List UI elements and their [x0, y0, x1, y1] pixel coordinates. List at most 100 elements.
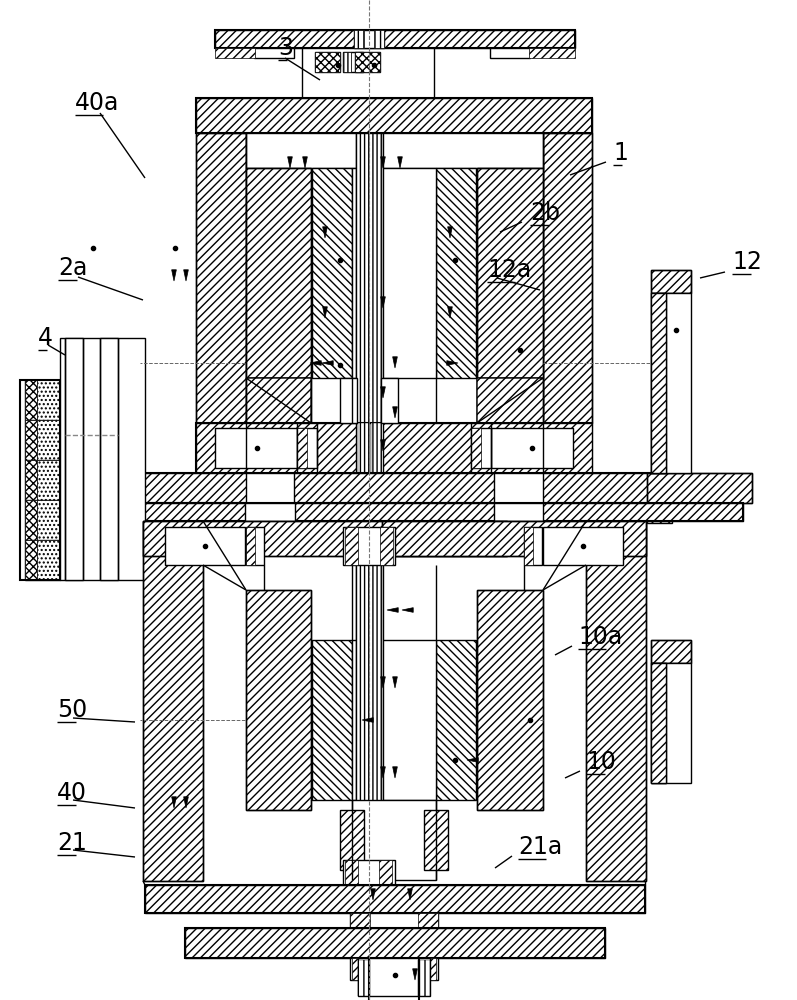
Bar: [490, 48, 530, 58]
Text: 10a: 10a: [578, 625, 622, 649]
Text: 21a: 21a: [518, 835, 562, 859]
Bar: [356, 423, 383, 473]
Bar: [297, 428, 317, 468]
Bar: [436, 640, 476, 800]
Bar: [246, 378, 311, 423]
Polygon shape: [183, 797, 188, 808]
Bar: [37, 460, 60, 500]
Bar: [380, 527, 393, 565]
Bar: [356, 133, 383, 423]
Bar: [25, 460, 37, 500]
Bar: [143, 521, 507, 556]
Polygon shape: [477, 378, 543, 423]
Polygon shape: [183, 270, 188, 281]
Polygon shape: [362, 718, 373, 722]
Bar: [651, 293, 666, 473]
Bar: [143, 521, 203, 881]
Polygon shape: [393, 677, 398, 688]
Text: 1: 1: [613, 141, 628, 165]
Bar: [651, 663, 691, 783]
Bar: [215, 48, 255, 58]
Bar: [543, 133, 592, 423]
Polygon shape: [393, 767, 398, 778]
Bar: [374, 30, 384, 48]
Bar: [477, 590, 543, 810]
Bar: [651, 663, 666, 783]
Bar: [651, 270, 691, 293]
Bar: [185, 928, 605, 958]
Bar: [25, 540, 60, 580]
Bar: [254, 48, 294, 58]
Bar: [352, 640, 436, 800]
Polygon shape: [398, 157, 402, 168]
Bar: [340, 810, 364, 870]
Bar: [246, 590, 311, 810]
Bar: [246, 133, 543, 168]
Bar: [312, 168, 352, 378]
Bar: [477, 378, 543, 423]
Polygon shape: [381, 440, 386, 451]
Bar: [586, 521, 646, 881]
Polygon shape: [310, 361, 321, 365]
Bar: [246, 473, 294, 503]
Bar: [145, 885, 645, 913]
Text: 12: 12: [732, 250, 762, 274]
Bar: [246, 590, 311, 810]
Polygon shape: [246, 378, 311, 423]
Bar: [185, 928, 605, 958]
Bar: [100, 338, 118, 580]
Bar: [20, 380, 60, 580]
Bar: [25, 380, 60, 420]
Bar: [25, 500, 37, 540]
Bar: [382, 521, 646, 556]
Bar: [371, 423, 383, 473]
Bar: [524, 527, 542, 565]
Bar: [345, 860, 358, 890]
Bar: [418, 960, 430, 996]
Bar: [302, 48, 434, 98]
Bar: [215, 30, 575, 48]
Bar: [436, 168, 476, 378]
Bar: [350, 913, 370, 928]
Bar: [25, 540, 37, 580]
Polygon shape: [448, 307, 453, 318]
Bar: [196, 98, 592, 133]
Bar: [471, 428, 481, 468]
Bar: [37, 500, 60, 540]
Bar: [651, 640, 691, 663]
Bar: [196, 133, 246, 423]
Bar: [246, 168, 311, 378]
Polygon shape: [387, 608, 398, 612]
Bar: [471, 428, 491, 468]
Bar: [312, 168, 352, 378]
Bar: [37, 420, 60, 460]
Bar: [215, 428, 297, 468]
Bar: [382, 521, 646, 556]
Bar: [651, 663, 666, 783]
Polygon shape: [393, 357, 398, 368]
Bar: [25, 420, 37, 460]
Polygon shape: [381, 387, 386, 398]
Bar: [145, 885, 645, 913]
Polygon shape: [393, 407, 398, 418]
Bar: [477, 590, 543, 810]
Polygon shape: [447, 361, 458, 365]
Bar: [53, 473, 113, 503]
Bar: [477, 378, 543, 423]
Bar: [350, 913, 438, 928]
Bar: [25, 420, 60, 460]
Polygon shape: [303, 157, 308, 168]
Bar: [343, 52, 351, 72]
Bar: [355, 52, 380, 72]
Bar: [196, 98, 592, 133]
Bar: [246, 527, 264, 565]
Bar: [345, 527, 358, 565]
Bar: [586, 521, 646, 881]
Polygon shape: [171, 797, 176, 808]
Bar: [651, 293, 691, 473]
Bar: [55, 473, 113, 503]
Bar: [651, 270, 691, 293]
Bar: [246, 527, 255, 565]
Text: 12a: 12a: [487, 258, 532, 282]
Bar: [381, 378, 398, 423]
